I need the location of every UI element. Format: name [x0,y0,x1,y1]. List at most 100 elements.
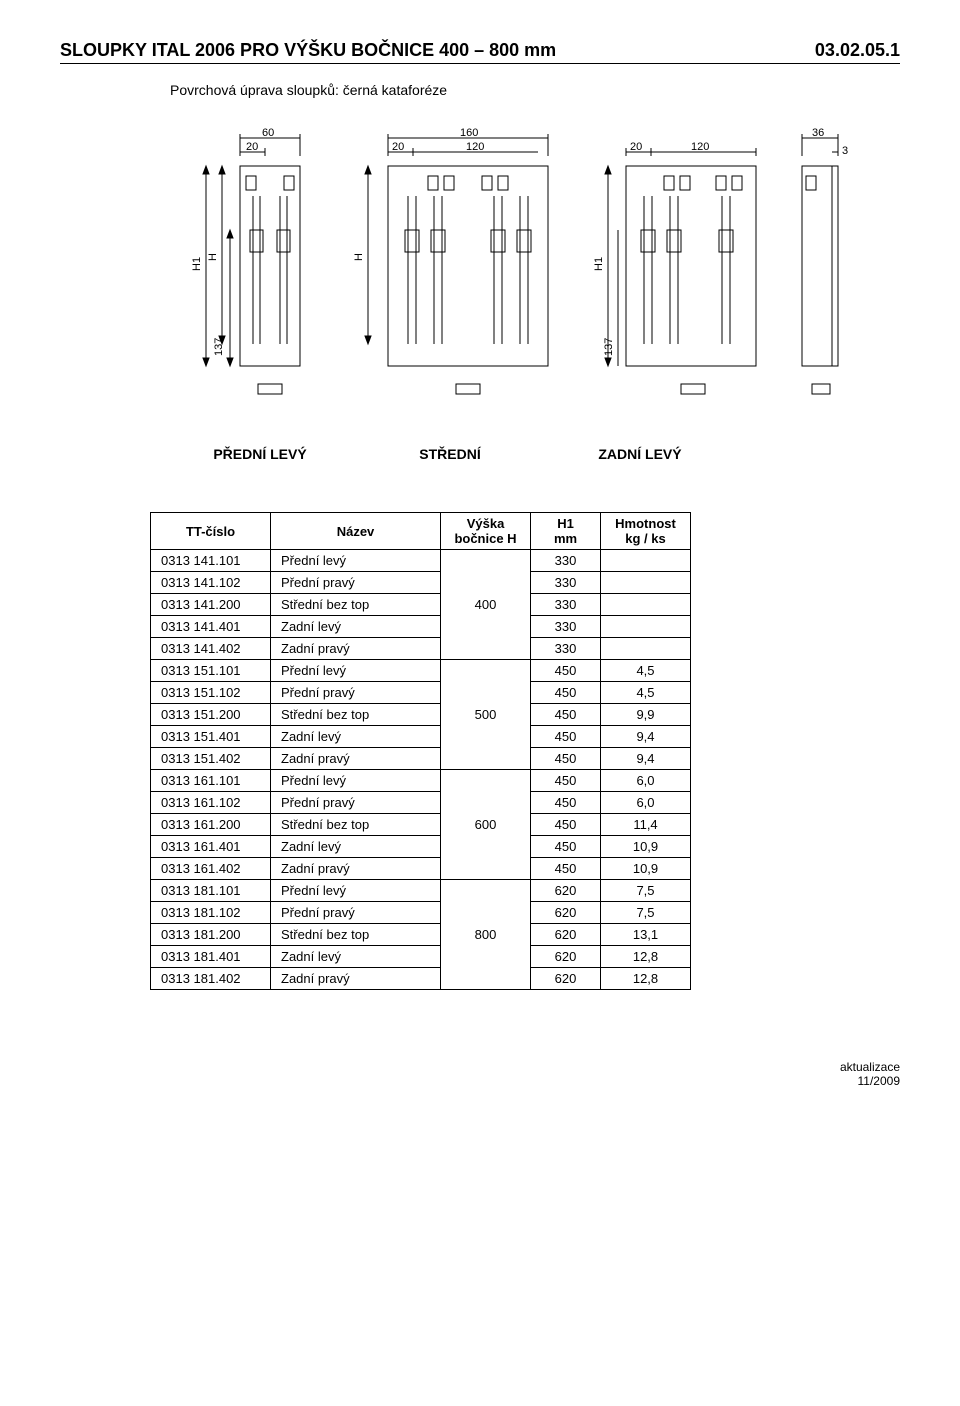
table-row: 0313 161.101Přední levý6004506,0 [151,770,691,792]
cell-hmotnost: 10,9 [601,858,691,880]
cell-h1: 330 [531,616,601,638]
dim-Hb: H [353,253,365,261]
diagram-stredni: 160 20 120 H [348,126,568,416]
table-row: 0313 141.200Střední bez top330 [151,594,691,616]
cell-hmotnost: 13,1 [601,924,691,946]
cell-hmotnost: 6,0 [601,770,691,792]
table-row: 0313 161.200Střední bez top45011,4 [151,814,691,836]
cell-tt: 0313 141.401 [151,616,271,638]
cell-tt: 0313 181.402 [151,968,271,990]
table-row: 0313 181.401Zadní levý62012,8 [151,946,691,968]
cell-hmotnost: 7,5 [601,880,691,902]
page-number: 03.02.05.1 [815,40,900,61]
cell-nazev: Přední levý [271,550,441,572]
table-row: 0313 141.401Zadní levý330 [151,616,691,638]
cell-hmotnost: 9,4 [601,748,691,770]
page-header: SLOUPKY ITAL 2006 PRO VÝŠKU BOČNICE 400 … [60,40,900,64]
table-row: 0313 161.402Zadní pravý45010,9 [151,858,691,880]
dim-36: 36 [812,127,824,139]
table-row: 0313 181.402Zadní pravý62012,8 [151,968,691,990]
cell-tt: 0313 181.102 [151,902,271,924]
table-row: 0313 181.101Přední levý8006207,5 [151,880,691,902]
cell-tt: 0313 161.401 [151,836,271,858]
dim-120a: 120 [466,141,484,153]
cell-tt: 0313 181.401 [151,946,271,968]
cell-vyska: 500 [441,660,531,770]
cell-tt: 0313 141.402 [151,638,271,660]
cell-nazev: Přední pravý [271,792,441,814]
page-title: SLOUPKY ITAL 2006 PRO VÝŠKU BOČNICE 400 … [60,40,556,61]
cell-h1: 330 [531,572,601,594]
cell-h1: 620 [531,902,601,924]
dim-20a: 20 [246,141,258,153]
table-row: 0313 151.200Střední bez top 4509,9 [151,704,691,726]
cell-h1: 330 [531,550,601,572]
cell-nazev: Střední bez top [271,594,441,616]
diagram-predni: 60 20 H1 H [170,126,330,416]
cell-nazev: Střední bez top [271,704,441,726]
cell-tt: 0313 161.402 [151,858,271,880]
table-row: 0313 181.102Přední pravý6207,5 [151,902,691,924]
cell-hmotnost: 4,5 [601,660,691,682]
data-table: TT-číslo Název Výška bočnice H H1 mm Hmo… [150,512,691,990]
cell-nazev: Přední pravý [271,682,441,704]
table-row: 0313 141.102Přední pravý330 [151,572,691,594]
dim-20c: 20 [630,141,642,153]
cell-hmotnost: 9,9 [601,704,691,726]
cell-h1: 450 [531,660,601,682]
cell-nazev: Přední levý [271,660,441,682]
table-row: 0313 161.102Přední pravý4506,0 [151,792,691,814]
dim-137a: 137 [213,338,225,356]
cell-tt: 0313 141.200 [151,594,271,616]
dim-60: 60 [262,127,274,139]
cell-hmotnost: 12,8 [601,968,691,990]
dim-H: H [207,253,219,261]
table-row: 0313 151.101Přední levý5004504,5 [151,660,691,682]
cell-hmotnost [601,572,691,594]
dim-20b: 20 [392,141,404,153]
cell-hmotnost: 11,4 [601,814,691,836]
cell-tt: 0313 151.200 [151,704,271,726]
cell-h1: 620 [531,946,601,968]
label-predni: PŘEDNÍ LEVÝ [170,446,350,462]
table-row: 0313 141.101Přední levý400330 [151,550,691,572]
cell-nazev: Zadní levý [271,836,441,858]
cell-vyska: 600 [441,770,531,880]
th-hmotnost: Hmotnost kg / ks [601,513,691,550]
cell-nazev: Přední levý [271,770,441,792]
cell-tt: 0313 151.401 [151,726,271,748]
cell-tt: 0313 161.200 [151,814,271,836]
table-row: 0313 151.401Zadní levý4509,4 [151,726,691,748]
cell-hmotnost [601,594,691,616]
cell-hmotnost: 4,5 [601,682,691,704]
label-stredni: STŘEDNÍ [350,446,550,462]
diagram-zadni: 20 120 H1 137 [586,126,766,416]
cell-hmotnost [601,550,691,572]
cell-h1: 450 [531,704,601,726]
cell-h1: 620 [531,968,601,990]
dim-120b: 120 [691,141,709,153]
th-h1: H1 mm [531,513,601,550]
cell-nazev: Zadní levý [271,726,441,748]
dim-160: 160 [460,127,478,139]
cell-h1: 450 [531,836,601,858]
table-row: 0313 161.401Zadní levý45010,9 [151,836,691,858]
table-row: 0313 141.402Zadní pravý330 [151,638,691,660]
cell-h1: 450 [531,792,601,814]
cell-nazev: Přední pravý [271,902,441,924]
cell-nazev: Střední bez top [271,924,441,946]
cell-hmotnost [601,638,691,660]
label-zadni: ZADNÍ LEVÝ [550,446,730,462]
cell-tt: 0313 151.402 [151,748,271,770]
subtitle: Povrchová úprava sloupků: černá kataforé… [170,82,900,98]
dim-3: 3 [842,145,848,157]
cell-tt: 0313 151.101 [151,660,271,682]
cell-nazev: Střední bez top [271,814,441,836]
cell-nazev: Zadní pravý [271,858,441,880]
cell-nazev: Zadní levý [271,946,441,968]
cell-tt: 0313 181.200 [151,924,271,946]
cell-tt: 0313 141.102 [151,572,271,594]
cell-vyska: 400 [441,550,531,660]
footer: aktualizace 11/2009 [0,1060,960,1088]
cell-hmotnost: 9,4 [601,726,691,748]
